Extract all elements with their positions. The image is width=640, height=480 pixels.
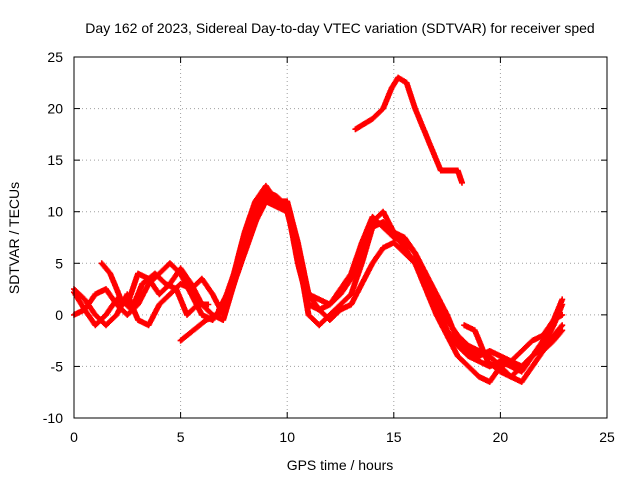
y-tick-label: 5 [55, 255, 63, 271]
x-tick-label: 20 [493, 429, 509, 445]
x-tick-label: 25 [599, 429, 615, 445]
data-points [71, 74, 566, 385]
y-tick-label: 20 [47, 101, 63, 117]
series-track-e [98, 260, 212, 318]
x-tick-label: 0 [70, 429, 78, 445]
series-track-h [352, 74, 465, 186]
point-markers [177, 311, 222, 344]
point-markers [461, 322, 566, 380]
point-markers [216, 193, 566, 370]
y-tick-label: 15 [47, 152, 63, 168]
point-markers [352, 74, 465, 186]
series-track-d [216, 193, 566, 370]
y-tick-label: 25 [47, 49, 63, 65]
x-tick-label: 10 [279, 429, 295, 445]
plot-frame [73, 56, 608, 419]
y-tick-label: -5 [51, 358, 64, 374]
point-markers [98, 260, 212, 318]
x-axis-label: GPS time / hours [287, 457, 394, 473]
y-tick-label: 0 [55, 307, 63, 323]
x-tick-label: 15 [386, 429, 402, 445]
x-tick-label: 5 [177, 429, 185, 445]
series-track-g [461, 322, 566, 380]
axis-ticks: 0 5 10 15 20 25 -10 -5 0 5 10 15 20 25 [43, 49, 615, 445]
y-tick-label: 10 [47, 204, 63, 220]
series-track-f [177, 311, 222, 344]
chart-title: Day 162 of 2023, Sidereal Day-to-day VTE… [85, 20, 594, 36]
y-axis-label: SDTVAR / TECUs [6, 182, 22, 294]
y-tick-label: -10 [43, 410, 63, 426]
